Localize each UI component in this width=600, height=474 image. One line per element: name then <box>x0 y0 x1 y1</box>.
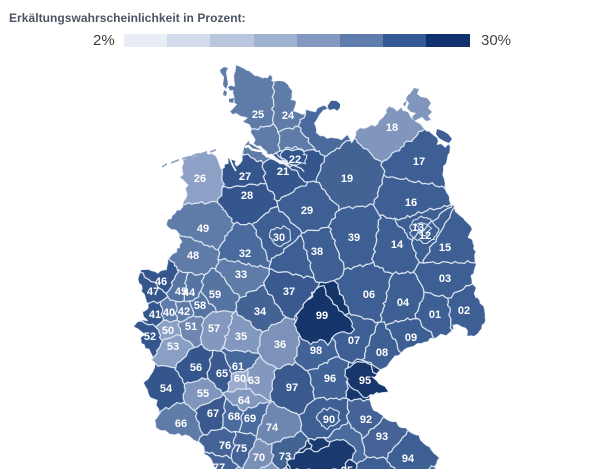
svg-text:18: 18 <box>386 122 398 134</box>
svg-text:58: 58 <box>194 300 206 312</box>
svg-text:34: 34 <box>254 306 267 318</box>
svg-text:51: 51 <box>185 321 197 333</box>
svg-text:22: 22 <box>289 154 301 166</box>
svg-text:13: 13 <box>412 222 424 234</box>
svg-text:07: 07 <box>348 335 360 347</box>
svg-text:61: 61 <box>232 361 244 373</box>
svg-text:63: 63 <box>248 375 260 387</box>
svg-text:74: 74 <box>266 422 279 434</box>
svg-text:12: 12 <box>419 230 431 242</box>
svg-text:66: 66 <box>175 418 187 430</box>
svg-text:28: 28 <box>241 190 253 202</box>
svg-text:75: 75 <box>235 443 247 455</box>
svg-text:85: 85 <box>341 465 353 469</box>
svg-text:36: 36 <box>274 339 286 351</box>
svg-text:49: 49 <box>197 223 209 235</box>
svg-text:45: 45 <box>175 286 187 298</box>
svg-text:09: 09 <box>405 332 417 344</box>
svg-text:37: 37 <box>283 286 295 298</box>
svg-text:42: 42 <box>178 306 190 318</box>
svg-text:30: 30 <box>273 232 285 244</box>
svg-text:99: 99 <box>316 310 328 322</box>
svg-text:33: 33 <box>235 269 247 281</box>
svg-text:76: 76 <box>219 440 231 452</box>
svg-text:73: 73 <box>279 451 291 463</box>
svg-text:41: 41 <box>149 309 161 321</box>
svg-text:64: 64 <box>238 395 251 407</box>
svg-text:25: 25 <box>252 109 264 121</box>
svg-text:29: 29 <box>301 205 313 217</box>
svg-text:77: 77 <box>213 462 225 469</box>
svg-text:90: 90 <box>323 414 335 426</box>
svg-text:48: 48 <box>187 250 199 262</box>
svg-text:17: 17 <box>413 156 425 168</box>
svg-text:97: 97 <box>286 382 298 394</box>
svg-text:02: 02 <box>458 305 470 317</box>
svg-text:32: 32 <box>239 248 251 260</box>
svg-text:39: 39 <box>348 232 360 244</box>
svg-text:06: 06 <box>363 289 375 301</box>
svg-text:93: 93 <box>376 431 388 443</box>
svg-text:46: 46 <box>155 276 167 288</box>
svg-text:08: 08 <box>376 347 388 359</box>
svg-text:92: 92 <box>360 414 372 426</box>
svg-text:14: 14 <box>391 239 404 251</box>
svg-text:35: 35 <box>235 331 247 343</box>
svg-text:01: 01 <box>429 309 441 321</box>
svg-text:47: 47 <box>147 286 159 298</box>
svg-text:44: 44 <box>183 287 196 299</box>
svg-text:27: 27 <box>239 171 251 183</box>
svg-text:40: 40 <box>163 307 175 319</box>
svg-text:60: 60 <box>234 373 246 385</box>
svg-text:95: 95 <box>359 375 371 387</box>
svg-text:38: 38 <box>311 246 323 258</box>
svg-text:04: 04 <box>397 297 410 309</box>
svg-text:52: 52 <box>144 331 156 343</box>
svg-text:65: 65 <box>216 368 228 380</box>
svg-text:19: 19 <box>341 173 353 185</box>
svg-text:70: 70 <box>253 452 265 464</box>
svg-text:21: 21 <box>277 166 289 178</box>
svg-text:96: 96 <box>324 373 336 385</box>
svg-text:68: 68 <box>228 411 240 423</box>
svg-text:54: 54 <box>160 383 173 395</box>
svg-text:55: 55 <box>197 388 209 400</box>
svg-text:67: 67 <box>207 408 219 420</box>
svg-text:98: 98 <box>310 345 322 357</box>
svg-text:24: 24 <box>282 110 295 122</box>
svg-text:69: 69 <box>244 413 256 425</box>
svg-text:26: 26 <box>194 173 206 185</box>
svg-text:53: 53 <box>167 341 179 353</box>
svg-text:56: 56 <box>190 362 202 374</box>
svg-text:50: 50 <box>162 325 174 337</box>
svg-text:16: 16 <box>405 197 417 209</box>
svg-text:59: 59 <box>209 289 221 301</box>
svg-text:15: 15 <box>439 242 451 254</box>
svg-text:03: 03 <box>439 273 451 285</box>
svg-text:94: 94 <box>402 453 415 465</box>
svg-text:57: 57 <box>208 323 220 335</box>
